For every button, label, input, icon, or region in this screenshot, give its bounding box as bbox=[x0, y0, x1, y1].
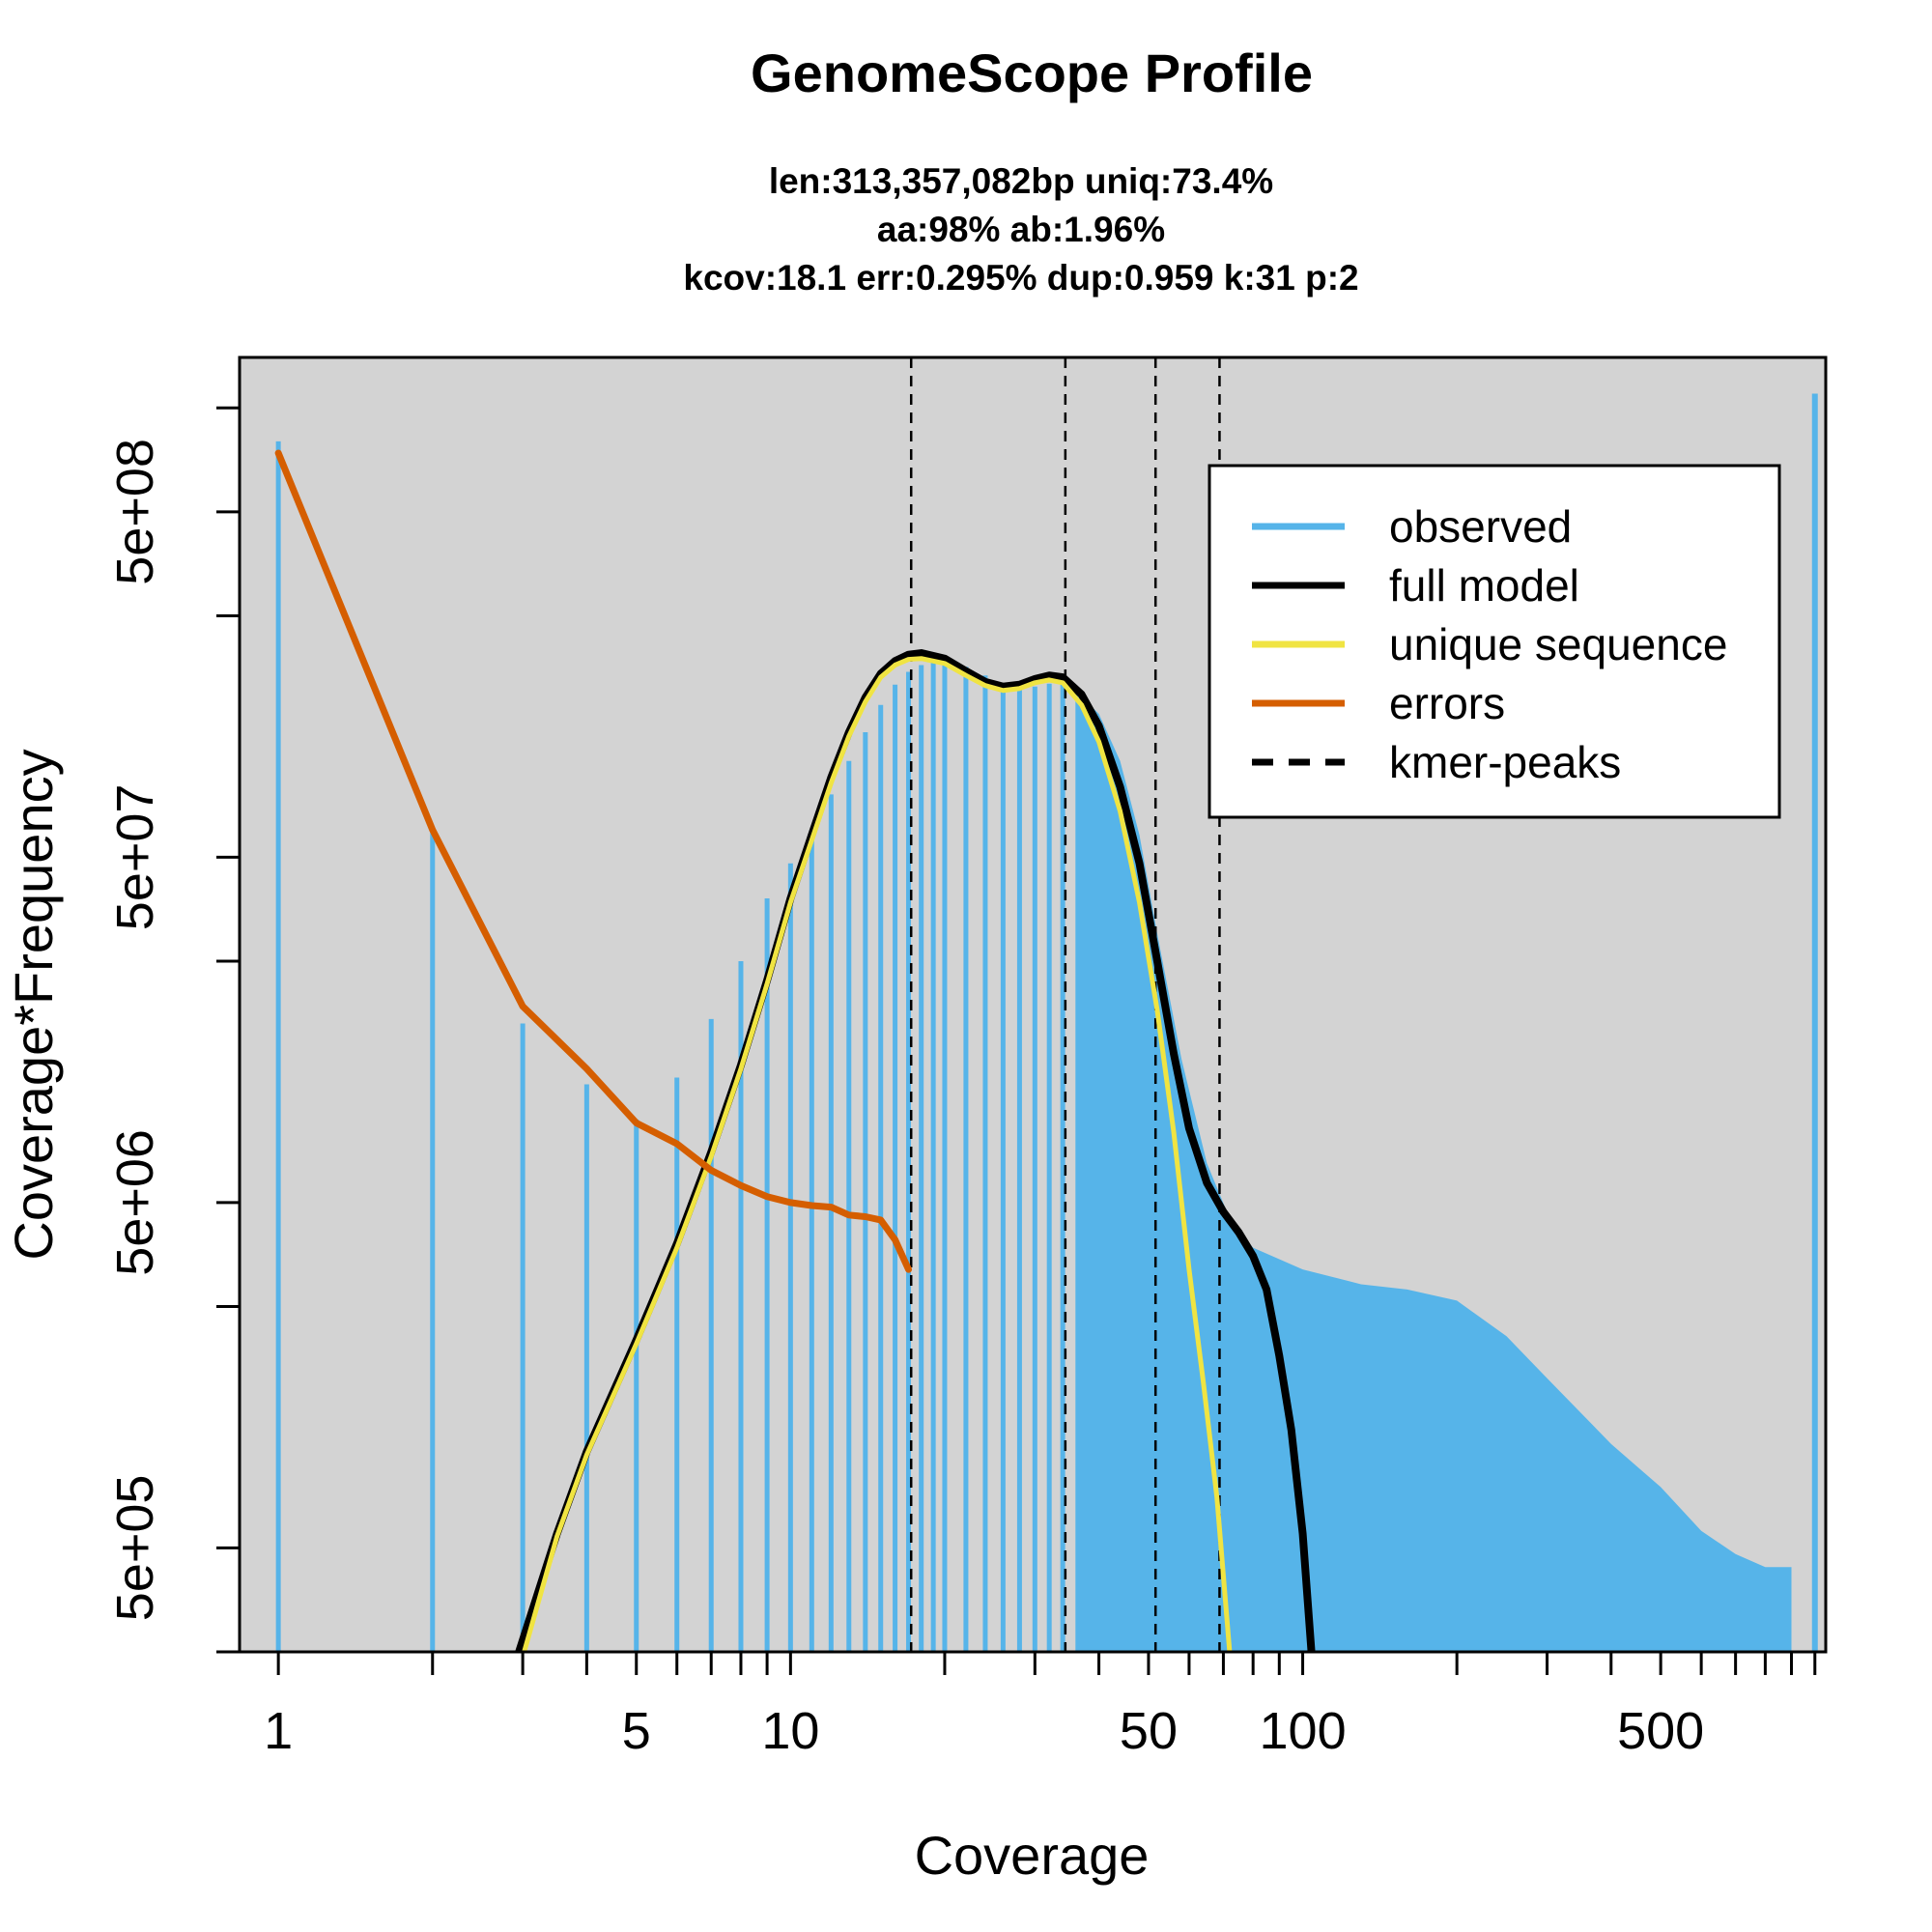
chart-title: GenomeScope Profile bbox=[751, 43, 1313, 103]
x-axis-label: Coverage bbox=[915, 1825, 1150, 1886]
unique-sequence-line bbox=[522, 656, 1233, 1652]
y-tick-label-3: 5e+06 bbox=[106, 1129, 164, 1276]
chart-subtitle-line-2: aa:98% ab:1.96% bbox=[877, 210, 1165, 249]
legend-label-kmer-peaks: kmer-peaks bbox=[1389, 737, 1621, 787]
x-tick-label-3: 50 bbox=[1120, 1702, 1178, 1760]
x-axis: 1 5 10 50 100 500 bbox=[264, 1650, 1817, 1760]
model-lines bbox=[274, 449, 1316, 1652]
x-tick-label-5: 500 bbox=[1617, 1702, 1704, 1760]
observed-dense-region bbox=[1075, 690, 1792, 1652]
x-tick-label-0: 1 bbox=[264, 1702, 293, 1760]
observed-series bbox=[275, 393, 1818, 1652]
legend: observed full model unique sequence errors k… bbox=[1208, 464, 1781, 819]
legend-label-observed: observed bbox=[1389, 501, 1572, 552]
y-tick-label-5: 5e+07 bbox=[106, 784, 164, 931]
y-tick-label-1: 5e+05 bbox=[106, 1475, 164, 1622]
legend-label-unique-sequence: unique sequence bbox=[1389, 619, 1727, 669]
x-tick-label-1: 5 bbox=[622, 1702, 651, 1760]
chart-subtitle-line-3: kcov:18.1 err:0.295% dup:0.959 k:31 p:2 bbox=[683, 258, 1358, 298]
y-axis: 5e+05 5e+06 5e+07 5e+08 bbox=[106, 406, 242, 1654]
errors-line bbox=[274, 449, 913, 1273]
y-tick-label-7: 5e+08 bbox=[106, 439, 164, 585]
x-tick-label-2: 10 bbox=[761, 1702, 819, 1760]
chart-subtitle-line-1: len:313,357,082bp uniq:73.4% bbox=[769, 161, 1273, 201]
x-tick-label-4: 100 bbox=[1260, 1702, 1347, 1760]
legend-label-full-model: full model bbox=[1389, 560, 1579, 611]
legend-label-errors: errors bbox=[1389, 678, 1505, 728]
y-axis-label: Coverage*Frequency bbox=[3, 749, 64, 1260]
